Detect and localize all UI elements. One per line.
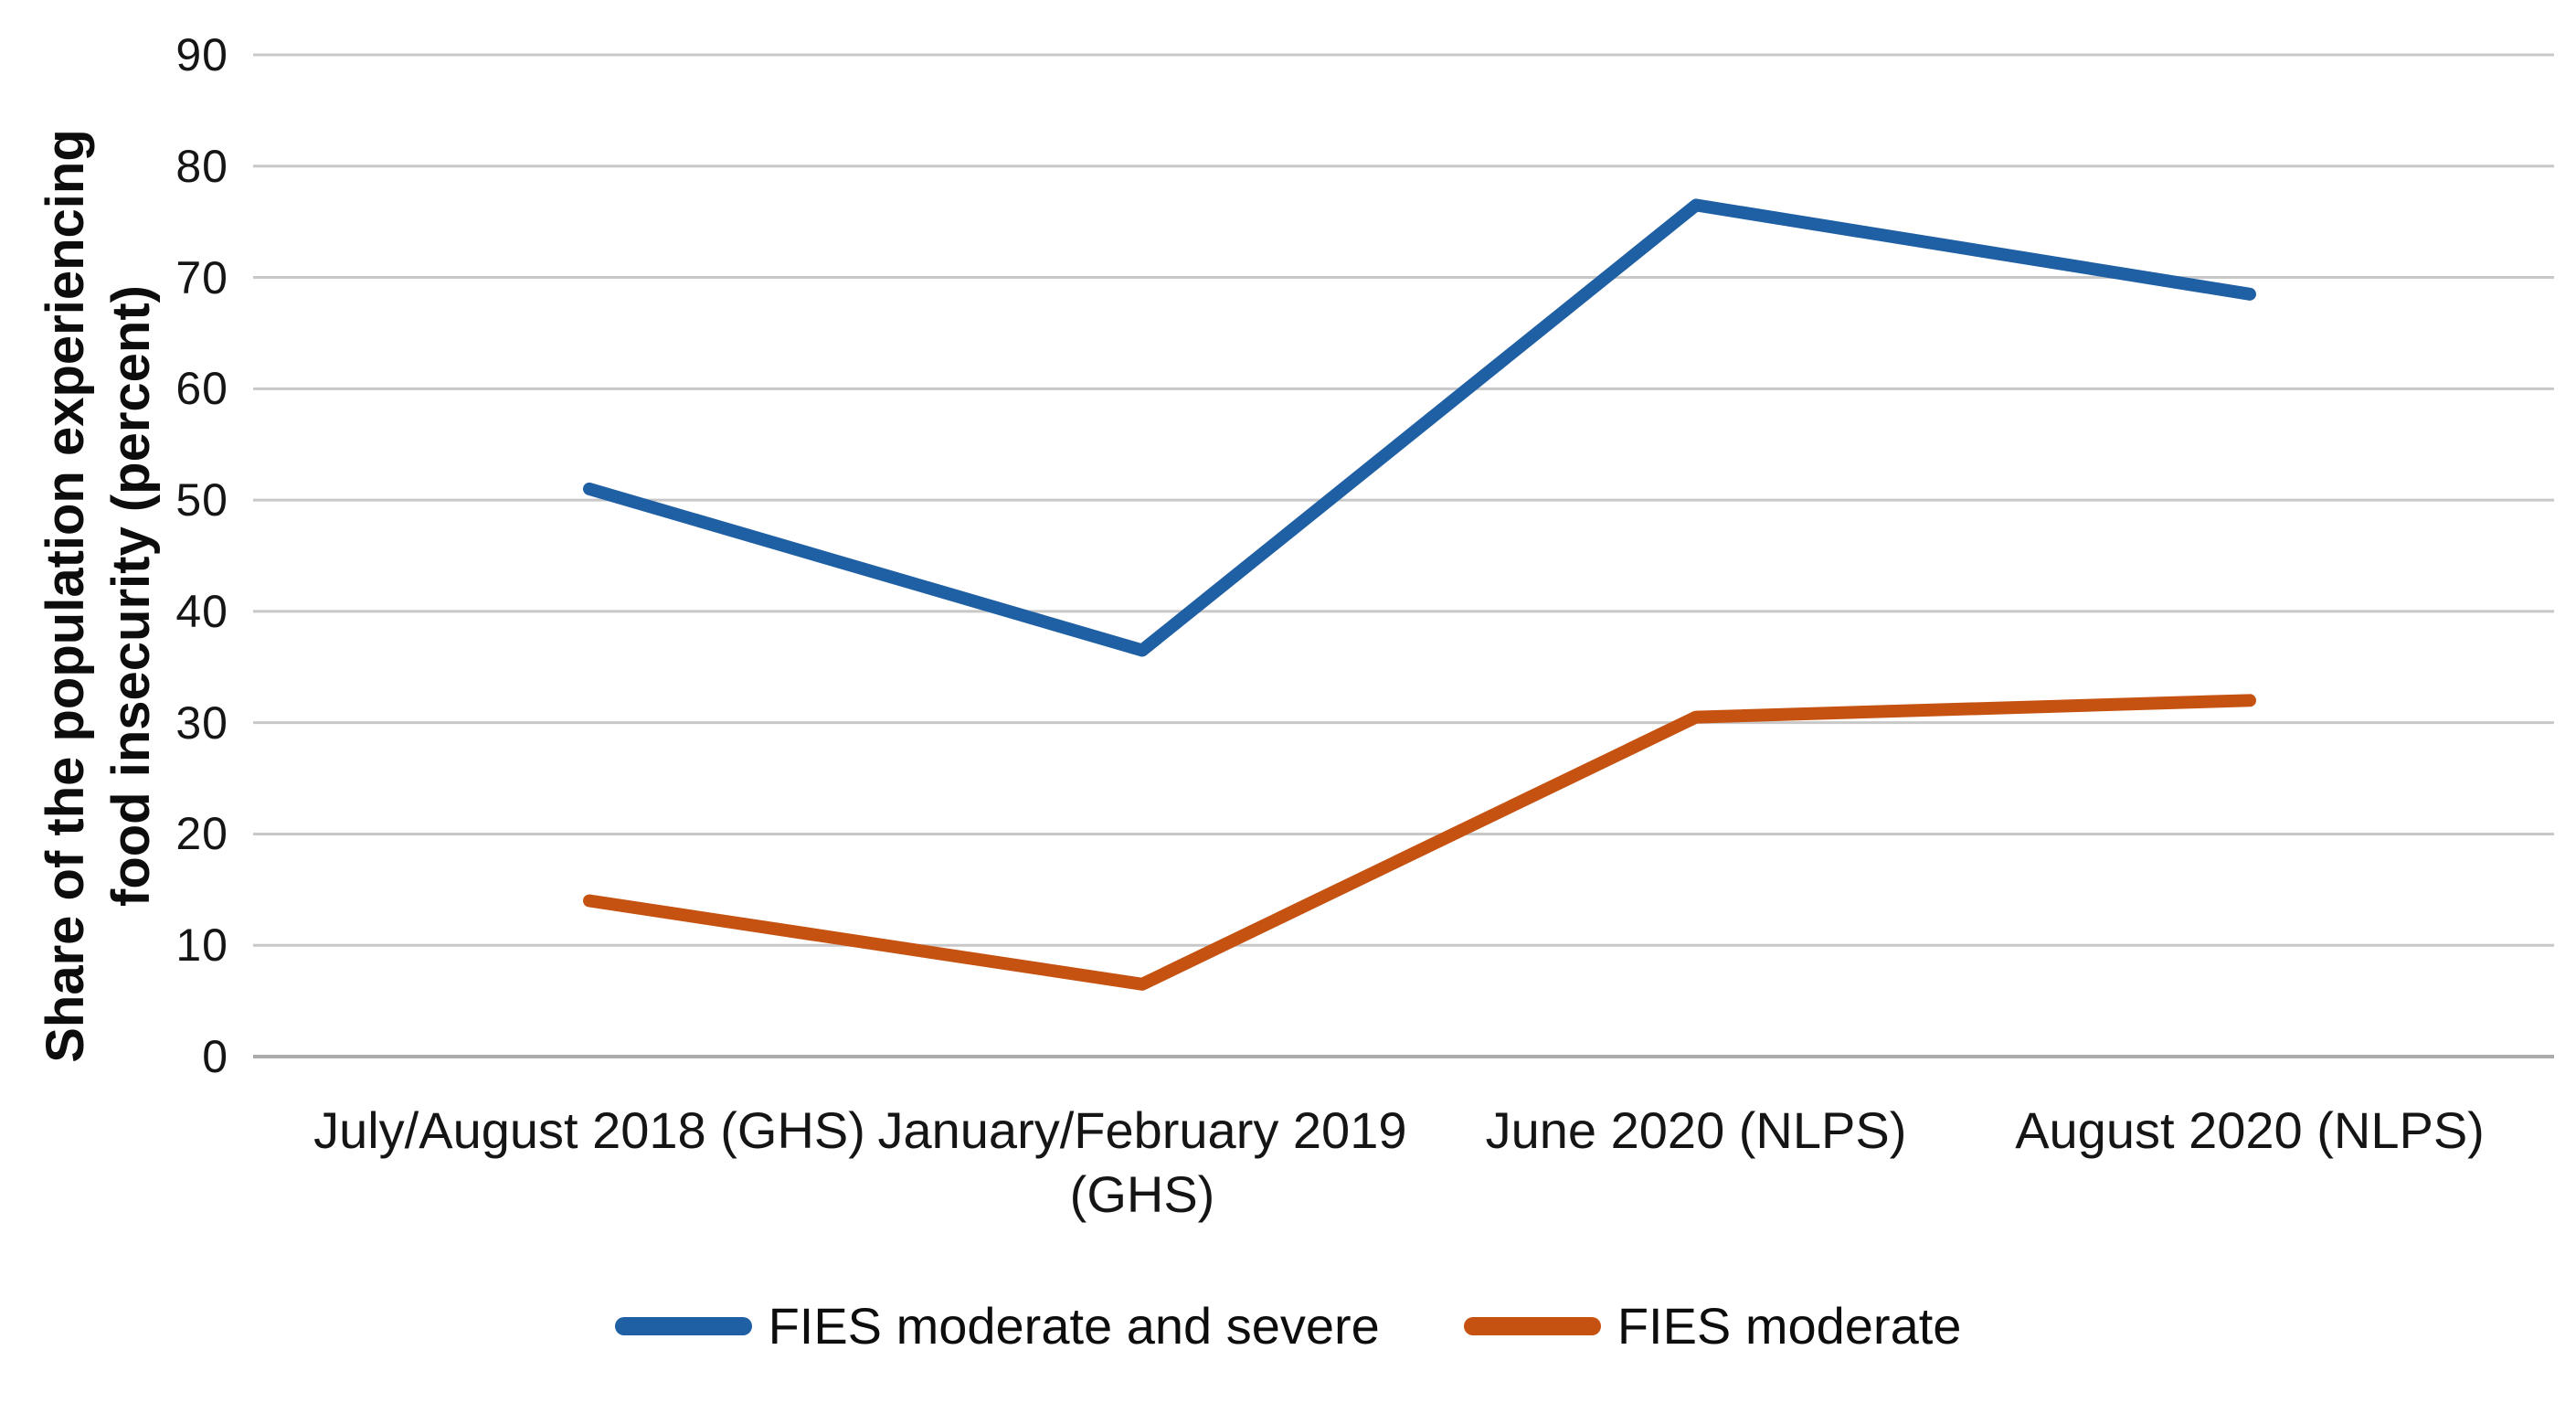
- legend: FIES moderate and severe FIES moderate: [0, 1296, 2576, 1355]
- series-line-fies-moderate: [583, 694, 2256, 991]
- y-tick-label-40: 40: [175, 585, 228, 637]
- x-axis-label-3: June 2020 (NLPS): [1485, 1101, 1907, 1159]
- y-tick-label-70: 70: [175, 251, 228, 303]
- legend-label: FIES moderate: [1617, 1297, 1962, 1355]
- y-tick-label-10: 10: [175, 919, 228, 972]
- legend-line-swatch-icon: [1463, 1316, 1601, 1335]
- series-lines: [583, 198, 2256, 991]
- series-line-fies-moderate-and-severe: [583, 198, 2256, 657]
- y-tick-label-50: 50: [175, 474, 228, 526]
- x-axis-label-2: January/February 2019 (GHS): [877, 1101, 1407, 1223]
- y-tick-label-20: 20: [175, 808, 228, 860]
- legend-line-swatch-icon: [614, 1316, 752, 1335]
- legend-label: FIES moderate and severe: [768, 1297, 1380, 1355]
- y-tick-label-90: 90: [175, 29, 228, 80]
- y-tick-label-30: 30: [175, 696, 228, 749]
- legend-item-fies-moderate: FIES moderate: [1463, 1296, 1962, 1355]
- legend-item-fies-moderate-and-severe: FIES moderate and severe: [614, 1296, 1380, 1355]
- y-tick-label-80: 80: [175, 140, 228, 192]
- y-tick-label-60: 60: [175, 363, 228, 415]
- x-axis-label-4: August 2020 (NLPS): [2015, 1101, 2485, 1159]
- y-tick-label-0: 0: [202, 1031, 228, 1082]
- x-axis-label-1: July/August 2018 (GHS): [313, 1101, 865, 1159]
